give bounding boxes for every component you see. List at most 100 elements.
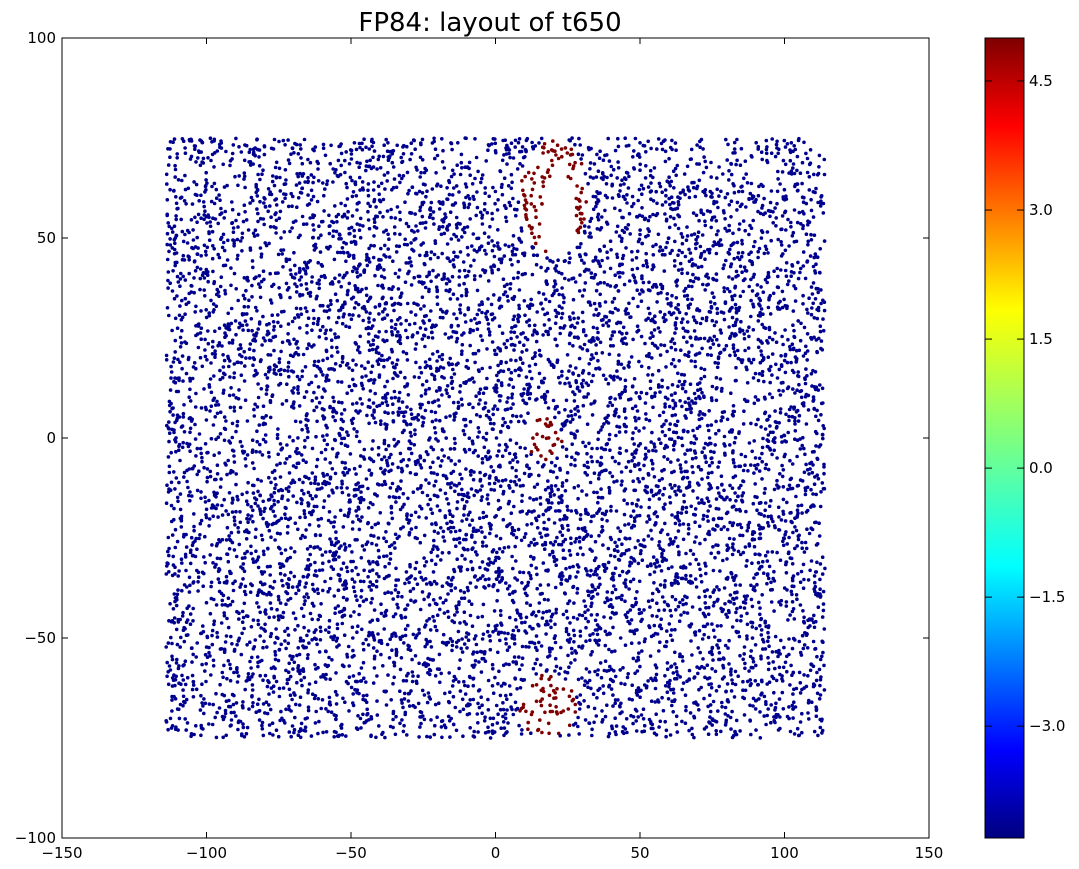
- scatter-point: [300, 214, 305, 219]
- scatter-point-highlight: [574, 196, 578, 201]
- scatter-point: [382, 358, 386, 363]
- scatter-point: [672, 216, 676, 221]
- scatter-point: [490, 248, 495, 253]
- scatter-point: [175, 657, 179, 662]
- scatter-point: [700, 498, 704, 502]
- scatter-point: [356, 345, 361, 349]
- scatter-point: [266, 187, 271, 191]
- scatter-point: [582, 288, 587, 292]
- scatter-point: [717, 460, 722, 465]
- scatter-point-highlight: [549, 674, 553, 679]
- scatter-point: [476, 348, 481, 353]
- scatter-point: [756, 345, 761, 350]
- scatter-point: [539, 136, 544, 141]
- scatter-point: [221, 263, 226, 268]
- scatter-point: [256, 172, 260, 177]
- scatter-point: [418, 365, 422, 370]
- scatter-point: [646, 288, 651, 292]
- scatter-point: [269, 606, 274, 611]
- scatter-point: [650, 267, 654, 272]
- scatter-point: [805, 527, 809, 531]
- scatter-point: [392, 663, 397, 668]
- scatter-point: [553, 669, 557, 673]
- scatter-point: [816, 605, 821, 609]
- scatter-point: [599, 487, 603, 491]
- scatter-point: [335, 250, 340, 255]
- scatter-point: [440, 137, 444, 141]
- scatter-point: [749, 361, 754, 365]
- scatter-point: [346, 433, 350, 438]
- scatter-point: [731, 404, 736, 408]
- scatter-point: [542, 597, 547, 602]
- scatter-point: [256, 622, 261, 627]
- scatter-point: [507, 383, 511, 387]
- scatter-point: [320, 553, 325, 557]
- scatter-point: [682, 373, 687, 377]
- scatter-point: [589, 455, 593, 459]
- scatter-point: [611, 704, 615, 708]
- scatter-point: [298, 420, 303, 424]
- scatter-point: [449, 141, 454, 146]
- scatter-point: [269, 686, 274, 690]
- scatter-point: [596, 476, 601, 481]
- scatter-point: [704, 460, 708, 465]
- scatter-point: [371, 255, 376, 260]
- scatter-point: [512, 330, 517, 335]
- scatter-point: [621, 666, 625, 670]
- scatter-point: [354, 342, 359, 346]
- scatter-point: [502, 284, 507, 289]
- scatter-point: [516, 140, 521, 145]
- scatter-point: [299, 312, 304, 317]
- scatter-point: [217, 341, 222, 345]
- scatter-point: [793, 182, 798, 187]
- scatter-point: [375, 649, 379, 653]
- scatter-point: [372, 608, 377, 612]
- scatter-point: [650, 373, 655, 377]
- scatter-point: [516, 259, 520, 264]
- scatter-point: [370, 447, 374, 451]
- scatter-point: [576, 496, 580, 501]
- scatter-point: [366, 360, 371, 365]
- scatter-point: [794, 348, 799, 353]
- scatter-point: [404, 607, 408, 611]
- scatter-point-highlight: [550, 163, 555, 168]
- scatter-point: [544, 632, 548, 636]
- scatter-point: [250, 461, 255, 465]
- scatter-point: [567, 548, 572, 553]
- scatter-point: [754, 626, 758, 631]
- scatter-point: [389, 325, 394, 330]
- scatter-point: [221, 232, 226, 237]
- scatter-point: [347, 709, 351, 713]
- scatter-point: [224, 463, 228, 467]
- scatter-point: [495, 454, 500, 458]
- scatter-point: [535, 331, 539, 336]
- scatter-point: [719, 189, 723, 194]
- scatter-point: [502, 254, 507, 258]
- scatter-point: [436, 456, 441, 460]
- scatter-point: [472, 470, 476, 474]
- scatter-point: [687, 668, 692, 673]
- scatter-point: [242, 203, 247, 207]
- scatter-point: [710, 318, 715, 323]
- scatter-point-highlight: [582, 217, 586, 221]
- scatter-point: [669, 345, 674, 350]
- scatter-point: [219, 647, 224, 651]
- scatter-point: [568, 317, 572, 322]
- scatter-point: [551, 543, 556, 547]
- scatter-point: [361, 694, 366, 698]
- scatter-point: [386, 673, 390, 677]
- scatter-point: [543, 400, 548, 405]
- scatter-point: [623, 523, 627, 527]
- scatter-point: [548, 552, 552, 557]
- scatter-point: [613, 554, 617, 559]
- scatter-point: [236, 183, 240, 188]
- scatter-point: [508, 486, 512, 490]
- scatter-point: [741, 219, 746, 223]
- scatter-point: [466, 547, 470, 552]
- scatter-point: [698, 650, 702, 655]
- scatter-point: [424, 478, 428, 482]
- scatter-point: [523, 620, 527, 625]
- scatter-point: [789, 141, 794, 145]
- scatter-point: [494, 627, 498, 632]
- scatter-point: [390, 648, 394, 652]
